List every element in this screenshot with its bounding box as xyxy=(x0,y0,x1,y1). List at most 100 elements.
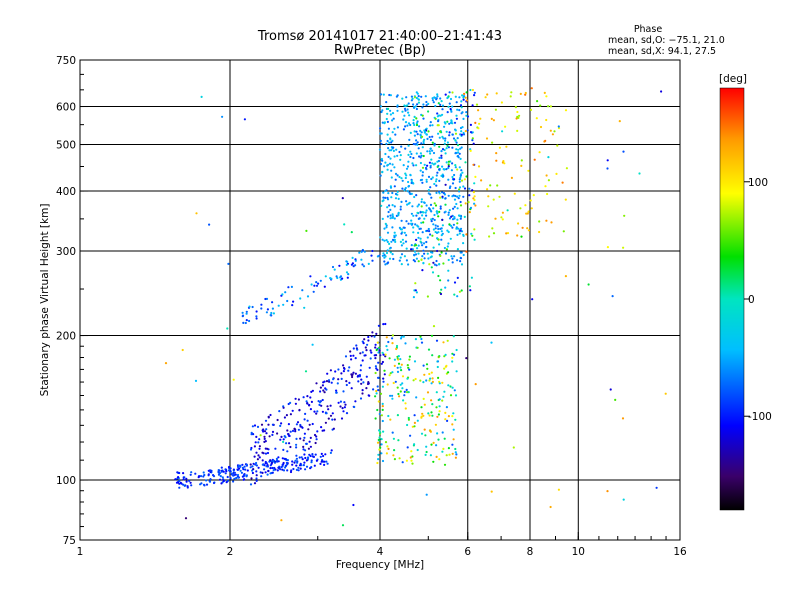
data-point xyxy=(442,168,445,171)
data-point xyxy=(324,453,327,456)
data-point xyxy=(553,130,556,133)
data-point xyxy=(296,421,300,424)
data-point xyxy=(422,140,425,143)
data-point xyxy=(514,106,518,109)
data-point xyxy=(425,133,428,136)
data-point xyxy=(412,164,415,167)
data-point xyxy=(284,291,287,294)
data-point xyxy=(281,293,284,296)
data-point xyxy=(430,371,433,374)
data-point xyxy=(459,174,462,177)
data-point xyxy=(516,234,519,237)
data-point xyxy=(265,428,268,431)
data-point xyxy=(456,144,460,147)
data-point xyxy=(374,343,377,346)
data-point xyxy=(447,160,450,163)
data-point xyxy=(451,386,454,389)
data-point xyxy=(423,373,426,376)
data-point xyxy=(313,410,316,413)
data-point xyxy=(334,370,337,373)
data-point xyxy=(245,312,248,315)
data-point xyxy=(220,470,223,473)
data-point xyxy=(463,187,467,190)
data-point xyxy=(381,351,384,354)
data-point xyxy=(217,470,220,473)
data-point xyxy=(435,174,438,177)
data-point xyxy=(378,148,382,151)
data-point xyxy=(472,197,475,200)
data-point xyxy=(415,107,418,111)
data-point xyxy=(264,297,267,301)
data-point xyxy=(448,131,451,134)
data-point xyxy=(377,351,380,354)
data-point xyxy=(387,107,390,110)
data-point xyxy=(399,158,402,161)
data-point xyxy=(420,154,423,157)
data-point xyxy=(369,357,372,360)
data-point xyxy=(253,424,257,427)
data-point xyxy=(516,115,519,118)
data-point xyxy=(401,382,404,385)
data-point xyxy=(424,211,427,214)
data-point xyxy=(414,289,417,292)
data-point xyxy=(416,211,419,214)
data-point xyxy=(299,437,302,440)
data-point xyxy=(367,394,370,397)
data-point xyxy=(410,152,413,156)
data-point xyxy=(379,174,382,177)
data-point xyxy=(432,207,435,210)
data-point xyxy=(329,414,333,417)
data-point xyxy=(380,414,383,417)
data-point xyxy=(367,339,370,342)
data-point xyxy=(382,377,385,380)
data-point xyxy=(212,481,216,485)
grid-lines xyxy=(80,60,680,540)
data-point xyxy=(404,109,407,112)
data-point xyxy=(266,473,269,476)
y-tick-label: 100 xyxy=(56,475,76,487)
data-point xyxy=(342,370,345,373)
data-point xyxy=(421,211,424,214)
data-point xyxy=(178,486,181,489)
data-point xyxy=(411,462,414,465)
data-point xyxy=(444,353,447,356)
data-point xyxy=(439,97,442,100)
data-point xyxy=(405,167,409,170)
data-point xyxy=(533,158,536,161)
data-point xyxy=(300,456,303,459)
data-point xyxy=(432,163,435,166)
data-point xyxy=(417,217,420,220)
data-point xyxy=(621,417,625,420)
data-point xyxy=(250,477,253,480)
data-point xyxy=(430,196,433,199)
data-point xyxy=(389,109,392,112)
data-point xyxy=(391,131,394,134)
data-point xyxy=(437,114,441,117)
data-point xyxy=(407,160,410,163)
data-point xyxy=(445,168,448,171)
data-point xyxy=(407,418,410,421)
data-point xyxy=(516,110,519,114)
data-point xyxy=(469,289,472,292)
data-point xyxy=(404,176,407,180)
data-point xyxy=(443,437,446,440)
data-point xyxy=(428,208,431,211)
data-point xyxy=(387,447,390,450)
data-point xyxy=(281,463,284,466)
data-point xyxy=(430,334,434,337)
data-point xyxy=(472,191,475,194)
data-point xyxy=(303,432,306,435)
data-point xyxy=(359,364,363,367)
data-point xyxy=(252,462,255,465)
data-point xyxy=(391,431,394,434)
data-point xyxy=(258,445,261,448)
data-point xyxy=(498,146,501,149)
data-point xyxy=(260,303,263,306)
data-point xyxy=(385,345,388,348)
data-point xyxy=(315,412,318,415)
data-point xyxy=(294,459,297,462)
data-point xyxy=(402,335,405,338)
data-point xyxy=(397,197,400,200)
data-point xyxy=(263,435,266,438)
data-point xyxy=(307,447,310,450)
